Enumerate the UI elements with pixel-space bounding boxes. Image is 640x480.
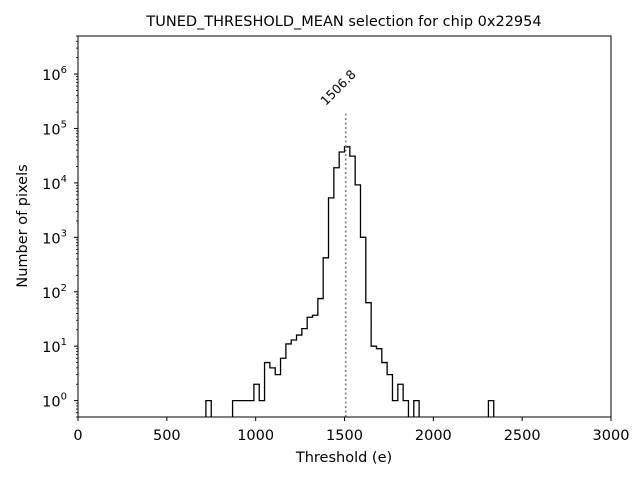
x-tick-label: 0 <box>73 428 82 444</box>
y-axis-label: Number of pixels <box>15 164 31 287</box>
y-tick-label: 102 <box>42 283 67 302</box>
x-tick-label: 1500 <box>326 428 363 444</box>
mean-threshold-label: 1506.8 <box>317 67 359 109</box>
plot-frame <box>77 35 612 418</box>
y-tick-label: 103 <box>42 228 67 247</box>
y-axis-ticks: 100 101 102 103 104 105 106 <box>42 35 78 418</box>
x-tick-label: 1000 <box>237 428 274 444</box>
histogram-outline <box>205 146 495 417</box>
y-tick-label: 106 <box>42 65 67 84</box>
x-axis-ticks: 0 500 1000 1500 2000 2500 3000 <box>73 417 629 444</box>
x-tick-label: 3000 <box>593 428 630 444</box>
x-tick-label: 2000 <box>415 428 452 444</box>
y-tick-label: 100 <box>42 392 67 411</box>
y-tick-label: 105 <box>42 119 67 138</box>
x-tick-label: 2500 <box>504 428 541 444</box>
x-tick-label: 500 <box>153 428 181 444</box>
plot-area: 1506.8 <box>205 67 495 417</box>
y-tick-label: 101 <box>42 337 67 356</box>
chart-title: TUNED_THRESHOLD_MEAN selection for chip … <box>145 14 541 30</box>
y-tick-label: 104 <box>42 174 67 193</box>
x-axis-label: Threshold (e) <box>295 450 392 466</box>
